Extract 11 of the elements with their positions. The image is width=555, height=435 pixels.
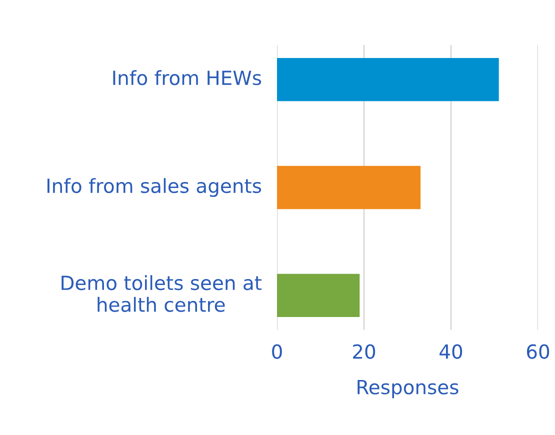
y-tick-label: Demo toilets seen at health centre — [62, 275, 262, 312]
bar — [277, 58, 499, 102]
bar — [277, 274, 360, 318]
y-tick-label: Info from sales agents — [47, 178, 262, 197]
bar — [277, 166, 421, 210]
y-tick-label: Info from HEWs — [113, 70, 262, 86]
x-tick-label: 60 — [526, 344, 550, 359]
x-tick-label: 0 — [272, 344, 282, 359]
x-tick-label: 20 — [353, 344, 376, 359]
x-axis-title: Responses — [358, 380, 458, 398]
x-tick-label: 40 — [440, 344, 462, 359]
